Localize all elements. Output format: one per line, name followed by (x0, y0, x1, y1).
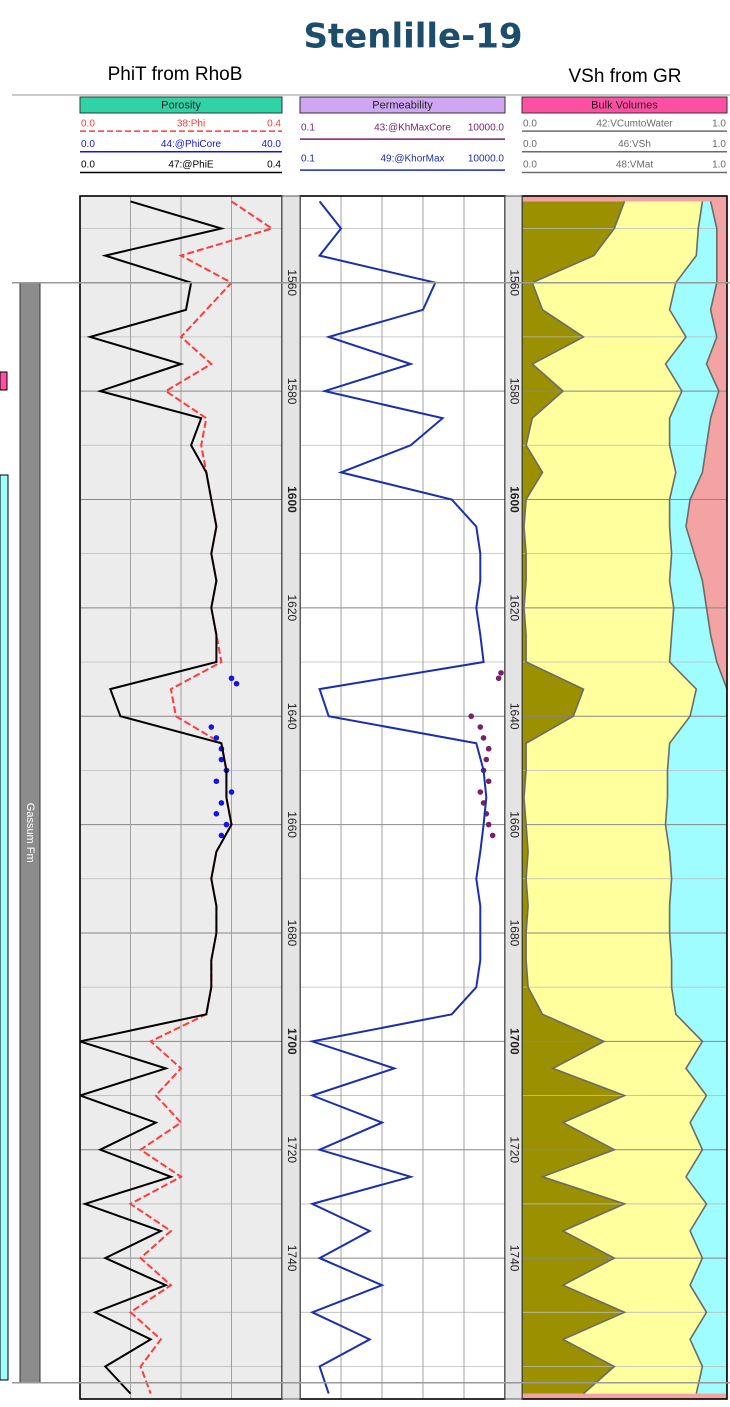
side-fragment (0, 474, 9, 1381)
side-fragment (0, 371, 8, 391)
curve-name: 47:@PhiE (168, 160, 214, 171)
depth-label: 1640 (507, 703, 521, 730)
curve-name: 42:VCumtoWater (596, 118, 673, 129)
core-point (228, 675, 235, 682)
track-header (79, 96, 283, 114)
depth-label: 1720 (507, 1136, 521, 1163)
depth-label: 1640 (285, 703, 299, 730)
scale-min: 0.0 (523, 118, 537, 129)
depth-label: 1700 (507, 1028, 521, 1055)
track-name: Bulk Volumes (591, 99, 658, 111)
depth-label: 1620 (507, 594, 521, 621)
core-point (228, 789, 235, 795)
log-curve (664, 201, 708, 1394)
curve-name: 49:@KhorMax (380, 154, 444, 165)
depth-track (504, 195, 523, 1400)
depth-label: 1600 (285, 486, 299, 513)
scale-max: 1.0 (712, 118, 726, 129)
scale-min: 0.0 (81, 160, 95, 171)
scale-min: 0.0 (81, 118, 95, 129)
core-point (218, 756, 225, 763)
chart-title: Stenlille-19 (303, 17, 522, 57)
scale-min: 0.1 (301, 154, 315, 165)
core-point (477, 724, 484, 730)
scale-max: 40.0 (262, 139, 282, 150)
curve-name: 44:@PhiCore (161, 139, 222, 150)
scale-min: 0.0 (523, 139, 537, 150)
track-header (299, 96, 506, 114)
scale-min: 0.1 (301, 123, 315, 134)
core-point (485, 778, 492, 785)
track-name: Permeability (372, 99, 433, 111)
formation-label: Gassum Fm (24, 803, 36, 863)
core-point (477, 789, 484, 795)
track-header (521, 96, 728, 114)
curve-name: 43:@KhMaxCore (374, 123, 451, 134)
core-point (208, 724, 215, 730)
core-point (485, 821, 492, 828)
depth-label: 1580 (285, 378, 299, 405)
scale-min: 0.0 (81, 139, 95, 150)
depth-label: 1720 (285, 1136, 299, 1163)
depth-label: 1700 (285, 1028, 299, 1055)
depth-track (281, 195, 301, 1400)
log-curve (685, 201, 727, 1394)
subtitle: PhiT from RhoB (108, 64, 243, 85)
curve-name: 48:VMat (616, 160, 653, 171)
core-point (218, 800, 225, 806)
subtitle: VSh from GR (569, 66, 682, 87)
log-curve (523, 201, 627, 1395)
scale-max: 10000.0 (468, 154, 505, 165)
core-point (483, 756, 490, 763)
depth-label: 1600 (507, 486, 521, 513)
depth-label: 1660 (507, 811, 521, 838)
depth-label: 1620 (285, 594, 299, 621)
log-curve (128, 200, 275, 1394)
depth-label: 1680 (285, 920, 299, 947)
track-background (300, 196, 505, 1399)
track-name: Porosity (161, 99, 201, 111)
track-plot (522, 201, 727, 1395)
track-plot (300, 196, 505, 1399)
scale-max: 1.0 (712, 160, 726, 171)
core-point (495, 675, 502, 682)
core-point (213, 778, 220, 785)
depth-label: 1580 (507, 378, 521, 405)
core-point (468, 713, 475, 720)
core-point (213, 735, 220, 741)
core-point (218, 832, 225, 839)
depth-label: 1680 (507, 920, 521, 947)
log-curve (308, 200, 488, 1394)
core-point (233, 680, 240, 687)
scale-min: 0.0 (523, 160, 537, 171)
scale-max: 0.4 (267, 118, 281, 129)
curve-name: 38:Phi (177, 118, 205, 129)
core-point (485, 745, 492, 752)
scale-max: 0.4 (267, 160, 281, 171)
scale-max: 1.0 (712, 139, 726, 150)
core-point (213, 810, 220, 817)
depth-label: 1740 (507, 1245, 521, 1272)
core-point (498, 670, 504, 676)
curve-name: 46:VSh (618, 139, 651, 150)
core-point (489, 832, 496, 839)
depth-label: 1660 (285, 811, 299, 838)
scale-max: 10000.0 (468, 123, 505, 134)
log-curve (80, 200, 233, 1395)
core-point (480, 735, 487, 741)
core-point (223, 821, 230, 828)
depth-label: 1740 (285, 1245, 299, 1272)
